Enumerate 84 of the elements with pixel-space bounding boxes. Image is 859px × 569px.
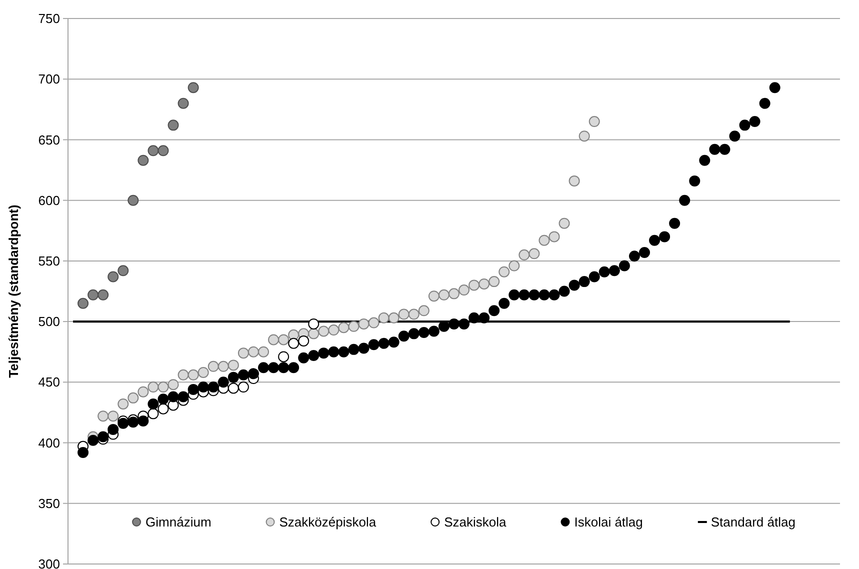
point bbox=[128, 194, 139, 206]
point bbox=[528, 248, 540, 260]
point bbox=[178, 369, 189, 380]
point bbox=[188, 369, 199, 380]
point bbox=[138, 154, 149, 166]
point bbox=[108, 410, 119, 422]
point bbox=[468, 280, 480, 291]
point bbox=[548, 231, 560, 242]
point bbox=[348, 320, 360, 332]
point bbox=[128, 392, 139, 404]
point bbox=[418, 305, 430, 316]
point bbox=[438, 289, 450, 300]
point bbox=[238, 348, 249, 359]
legend-label: Gimnázium bbox=[146, 514, 212, 530]
point bbox=[428, 290, 440, 302]
point bbox=[508, 260, 520, 272]
legend-label: Standard átlag bbox=[710, 514, 796, 530]
point bbox=[148, 382, 159, 393]
point bbox=[458, 284, 470, 296]
point bbox=[308, 328, 320, 340]
point bbox=[378, 312, 390, 324]
legend-label: Iskolai átlag bbox=[574, 514, 643, 530]
point bbox=[108, 271, 119, 282]
point bbox=[278, 334, 290, 346]
point bbox=[558, 218, 570, 229]
point bbox=[98, 410, 109, 422]
point bbox=[398, 308, 410, 320]
point bbox=[248, 346, 259, 358]
point bbox=[198, 366, 209, 378]
point bbox=[288, 338, 300, 349]
point bbox=[148, 145, 159, 156]
point bbox=[518, 249, 530, 260]
point bbox=[168, 120, 179, 131]
y-tick-label: 350 bbox=[38, 496, 60, 511]
point bbox=[118, 398, 129, 410]
point bbox=[448, 288, 460, 300]
point bbox=[258, 346, 270, 358]
point bbox=[308, 318, 320, 330]
point bbox=[318, 326, 330, 337]
y-tick-label: 300 bbox=[38, 556, 60, 569]
point bbox=[388, 312, 400, 324]
point bbox=[358, 318, 370, 330]
y-tick-label: 450 bbox=[38, 374, 60, 390]
point bbox=[148, 408, 159, 420]
point bbox=[578, 130, 590, 142]
point bbox=[238, 382, 249, 393]
point bbox=[408, 308, 420, 320]
point bbox=[228, 382, 239, 394]
y-tick-label: 550 bbox=[38, 253, 60, 268]
point bbox=[208, 360, 219, 372]
point bbox=[158, 403, 169, 414]
point bbox=[568, 175, 580, 186]
y-tick-label: 600 bbox=[38, 192, 60, 208]
point bbox=[188, 82, 199, 94]
y-axis-title: Teljesítmény (standardpont) bbox=[6, 204, 21, 378]
point bbox=[218, 360, 229, 372]
point bbox=[268, 334, 280, 346]
y-tick-label: 400 bbox=[38, 435, 60, 450]
legend-label: Szakiskola bbox=[444, 514, 508, 530]
point bbox=[168, 379, 179, 390]
point bbox=[158, 145, 169, 156]
point bbox=[178, 98, 189, 109]
point bbox=[138, 386, 149, 398]
point bbox=[368, 317, 380, 328]
point bbox=[488, 276, 500, 288]
point bbox=[228, 360, 239, 371]
point bbox=[328, 324, 340, 336]
point bbox=[278, 351, 290, 362]
y-tick-label: 700 bbox=[38, 72, 60, 87]
point bbox=[78, 298, 89, 309]
legend-label: Szakközépiskola bbox=[279, 514, 377, 530]
point bbox=[588, 116, 600, 128]
y-tick-label: 500 bbox=[38, 314, 60, 330]
point bbox=[98, 289, 109, 300]
y-tick-label: 750 bbox=[38, 11, 60, 26]
point bbox=[298, 335, 310, 346]
point bbox=[478, 278, 490, 290]
point bbox=[88, 289, 99, 300]
point bbox=[498, 266, 510, 278]
point bbox=[338, 322, 350, 334]
point bbox=[158, 382, 169, 393]
point bbox=[118, 265, 129, 276]
y-tick-label: 650 bbox=[38, 132, 60, 148]
point bbox=[538, 234, 550, 246]
